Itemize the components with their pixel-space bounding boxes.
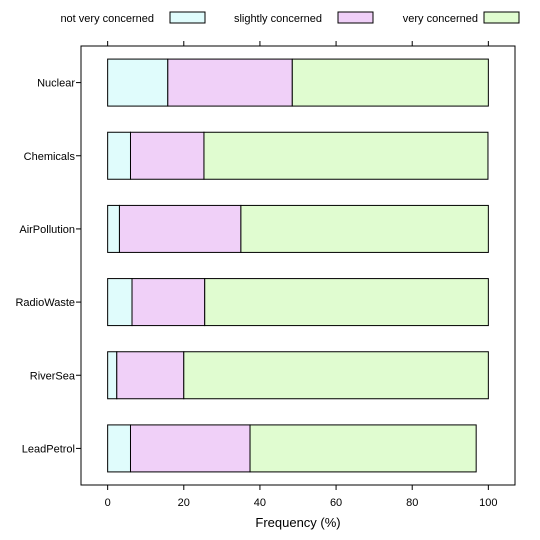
x-tick-label: 20 xyxy=(178,497,190,509)
bar-chemicals-slightly-concerned xyxy=(129,131,205,180)
category-label: RiverSea xyxy=(30,370,76,382)
plot-frame xyxy=(80,45,516,486)
category-label: LeadPetrol xyxy=(22,443,75,455)
legend-label: slightly concerned xyxy=(234,13,322,25)
bar-leadpetrol-very-concerned xyxy=(249,424,477,473)
category-axis: Nuclear Chemicals AirPollution RadioWaste Ri… xyxy=(15,78,81,455)
legend-label: very concerned xyxy=(403,13,478,25)
category-label: RadioWaste xyxy=(15,297,75,309)
bar-radiowaste-very-concerned xyxy=(204,278,489,327)
bar-nuclear-very-concerned xyxy=(291,58,489,107)
x-axis: 0 20 40 60 80 100 xyxy=(105,41,498,509)
bar-radiowaste-not-very-concerned xyxy=(107,278,133,327)
category-label: AirPollution xyxy=(19,224,75,236)
x-tick-label: 40 xyxy=(254,497,266,509)
bar-airpollution-very-concerned xyxy=(240,204,489,253)
bar-leadpetrol-slightly-concerned xyxy=(129,424,251,473)
legend-label: not very concerned xyxy=(60,13,154,25)
bar-riversea-not-very-concerned xyxy=(107,351,118,400)
legend-swatch xyxy=(483,11,520,24)
bar-airpollution-not-very-concerned xyxy=(107,204,120,253)
bar-airpollution-slightly-concerned xyxy=(118,204,242,253)
bar-leadpetrol-not-very-concerned xyxy=(107,424,131,473)
x-tick-label: 60 xyxy=(330,497,342,509)
category-label: Nuclear xyxy=(37,78,75,90)
x-tick-label: 100 xyxy=(479,497,497,509)
bar-chemicals-very-concerned xyxy=(203,131,489,180)
bar-radiowaste-slightly-concerned xyxy=(131,278,206,327)
legend-swatch xyxy=(337,11,374,24)
legend: not very concerned slightly concerned very… xyxy=(60,11,520,25)
bar-chemicals-not-very-concerned xyxy=(107,131,131,180)
bar-nuclear-slightly-concerned xyxy=(167,58,293,107)
x-axis-title: Frequency (%) xyxy=(255,515,340,530)
category-label: Chemicals xyxy=(24,151,76,163)
bar-riversea-slightly-concerned xyxy=(116,351,185,400)
bar-nuclear-not-very-concerned xyxy=(107,58,169,107)
bars xyxy=(107,58,489,473)
bar-riversea-very-concerned xyxy=(183,351,489,400)
x-tick-label: 0 xyxy=(105,497,111,509)
legend-swatch xyxy=(169,11,206,24)
x-tick-label: 80 xyxy=(406,497,418,509)
